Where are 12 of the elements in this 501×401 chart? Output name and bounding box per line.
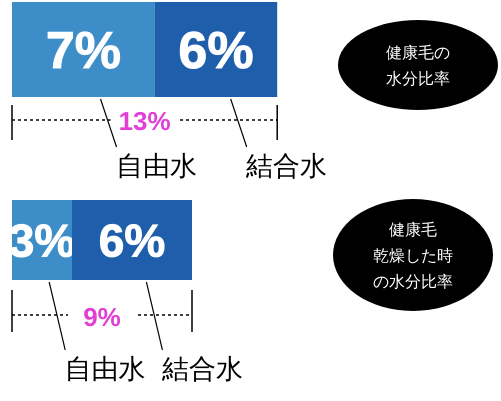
series-label: 自由水 xyxy=(116,151,198,182)
text: 結合水 xyxy=(160,354,243,385)
text: 健康毛の水分比率 xyxy=(386,43,450,88)
total-label: 9% xyxy=(83,302,121,332)
data-label: 3% xyxy=(8,214,76,267)
data-label: 7% xyxy=(46,22,121,80)
text: 自由水 xyxy=(64,354,146,385)
total-label: 13% xyxy=(118,106,171,136)
text: 健康毛乾燥した時の水分比率 xyxy=(373,220,453,291)
data-label: 6% xyxy=(98,214,166,267)
series-label: 結合水 xyxy=(245,151,328,182)
data-label: 6% xyxy=(178,22,254,80)
